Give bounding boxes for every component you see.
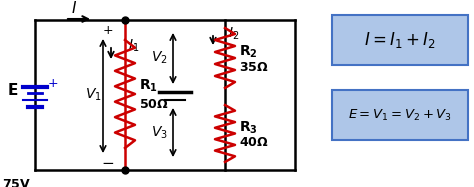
Text: $\mathbf{R_2}$: $\mathbf{R_2}$: [239, 44, 258, 60]
Text: $E = V_1 = V_2 + V_3$: $E = V_1 = V_2 + V_3$: [348, 108, 452, 122]
Text: $\mathbf{40\Omega}$: $\mathbf{40\Omega}$: [239, 136, 269, 149]
Text: $\mathbf{75V}$: $\mathbf{75V}$: [2, 177, 31, 187]
Text: $V_2$: $V_2$: [151, 49, 167, 66]
Text: $-$: $-$: [101, 154, 115, 169]
Text: $\mathbf{R_3}$: $\mathbf{R_3}$: [239, 119, 258, 136]
Text: $I = I_1 + I_2$: $I = I_1 + I_2$: [364, 30, 436, 50]
Polygon shape: [332, 90, 468, 140]
Text: $\mathbf{R_1}$: $\mathbf{R_1}$: [139, 78, 158, 94]
Text: $I$: $I$: [71, 0, 77, 16]
Text: $V_3$: $V_3$: [151, 124, 167, 141]
Text: $+$: $+$: [102, 24, 114, 36]
Text: $+$: $+$: [47, 76, 59, 90]
Polygon shape: [332, 15, 468, 65]
Text: $\mathbf{50\Omega}$: $\mathbf{50\Omega}$: [139, 97, 169, 111]
Text: $\mathbf{E}$: $\mathbf{E}$: [8, 82, 18, 98]
Text: $V_1$: $V_1$: [85, 87, 101, 103]
Text: $\mathbf{35\Omega}$: $\mathbf{35\Omega}$: [239, 61, 269, 73]
Text: $I_1$: $I_1$: [128, 38, 139, 54]
Text: $I_2$: $I_2$: [228, 26, 239, 42]
